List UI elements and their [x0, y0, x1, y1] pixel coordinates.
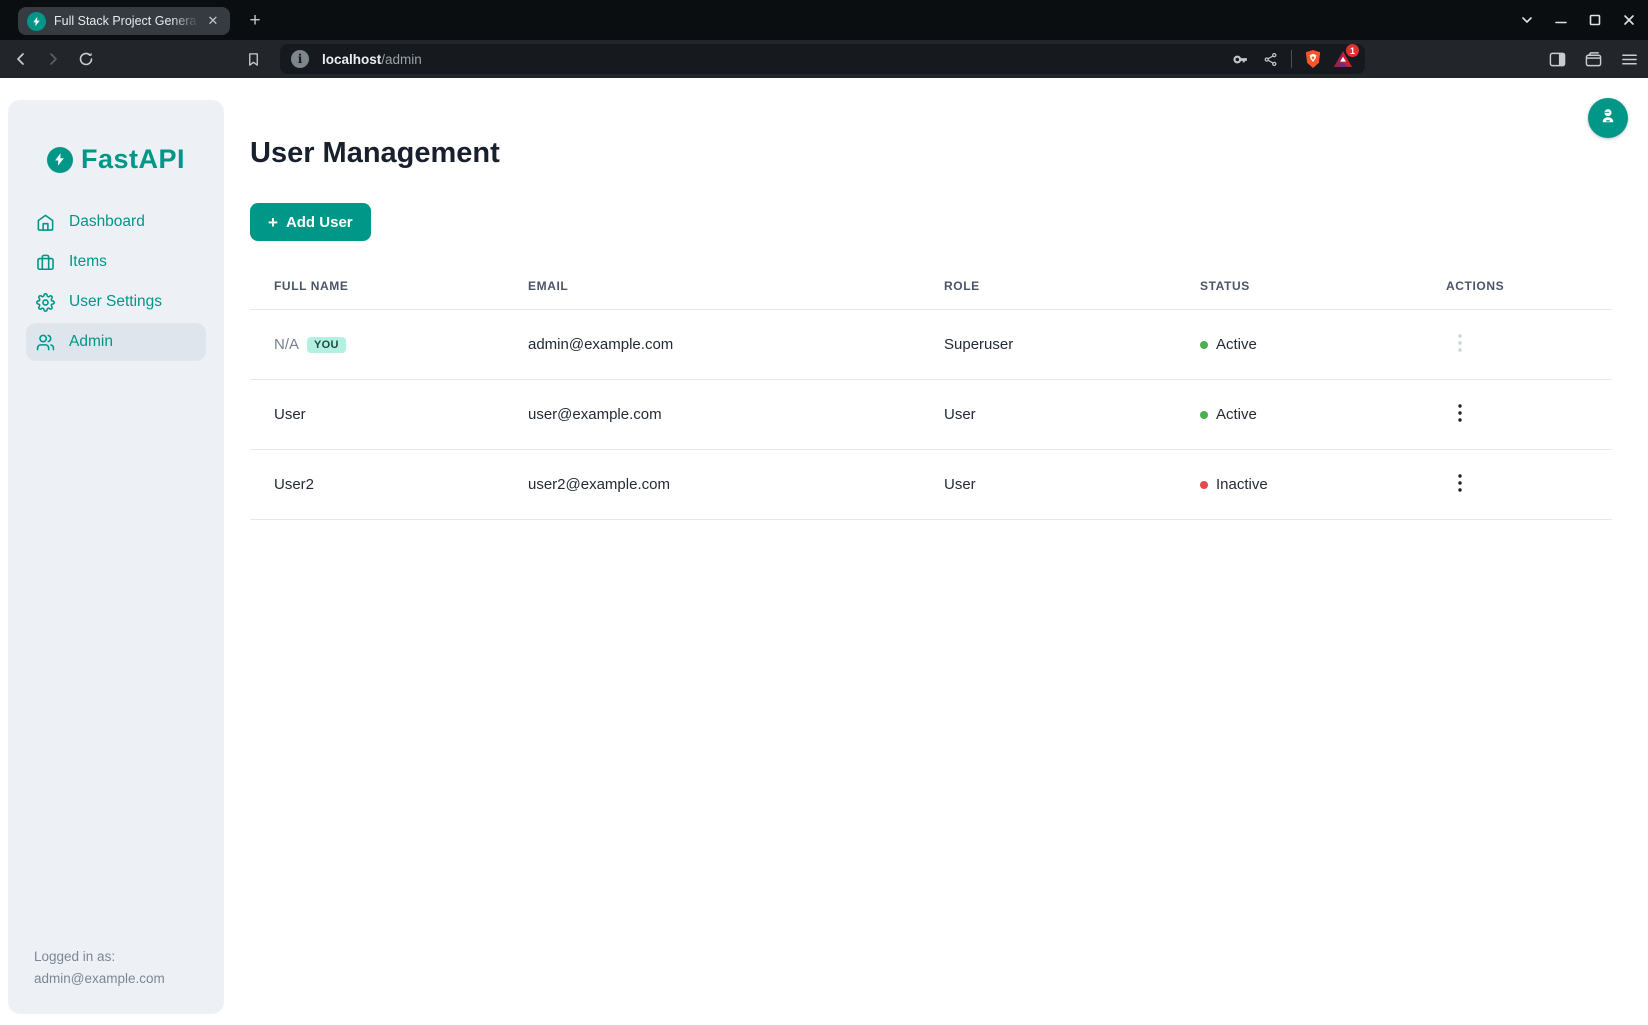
fastapi-logo-text: FastAPI	[80, 144, 186, 174]
logged-in-as-email: admin@example.com	[34, 971, 165, 986]
row-actions-menu-button	[1446, 331, 1474, 359]
window-maximize-button[interactable]	[1580, 5, 1610, 35]
reload-button[interactable]	[72, 45, 100, 73]
sidebar-item-user-settings[interactable]: User Settings	[26, 283, 206, 321]
cell-actions	[1422, 401, 1612, 429]
column-header: STATUS	[1200, 278, 1250, 293]
cell-email: admin@example.com	[528, 336, 674, 353]
add-user-button[interactable]: + Add User	[250, 203, 371, 241]
url-text: localhost/admin	[322, 52, 1228, 67]
browser-toolbar: i localhost/admin 1	[0, 40, 1648, 78]
url-host: localhost	[322, 51, 382, 67]
tab-title: Full Stack Project Genera	[54, 14, 197, 28]
plus-icon: +	[268, 212, 278, 232]
table-row: User2 user2@example.com User Inactive	[250, 450, 1612, 520]
cell-full-name: User	[274, 406, 306, 423]
cell-actions	[1422, 331, 1612, 359]
status-dot	[1200, 480, 1208, 489]
table-header-row: FULL NAME EMAIL ROLE STATUS ACTIONS	[250, 262, 1612, 310]
cell-role: Superuser	[944, 336, 1014, 353]
sidebar-toggle-icon[interactable]	[1544, 46, 1570, 72]
cell-full-name: N/A YOU	[250, 336, 504, 353]
sidebar-item-label: Items	[69, 253, 107, 270]
toolbar-separator	[1291, 50, 1292, 68]
cell-full-name: User2	[274, 476, 315, 493]
menu-hamburger-icon[interactable]	[1616, 46, 1642, 72]
column-header: ACTIONS	[1446, 278, 1505, 293]
sidebar-item-label: Dashboard	[69, 213, 145, 230]
gear-icon	[36, 292, 55, 312]
main-content: User Management + Add User FULL NAME EMAI…	[250, 78, 1612, 520]
cell-email: user@example.com	[528, 406, 662, 423]
site-info-icon[interactable]: i	[291, 50, 309, 68]
sidebar-item-label: User Settings	[69, 293, 163, 310]
fastapi-logo[interactable]: FastAPI	[8, 144, 224, 175]
bookmark-icon[interactable]	[240, 46, 266, 72]
share-icon[interactable]	[1258, 47, 1282, 71]
logged-in-as-label: Logged in as:	[34, 949, 116, 964]
home-icon	[36, 213, 55, 232]
password-key-icon[interactable]	[1228, 47, 1252, 71]
brave-shields-icon[interactable]	[1301, 47, 1325, 71]
fastapi-favicon-icon	[27, 11, 46, 31]
page-title: User Management	[250, 137, 500, 169]
row-actions-menu-button[interactable]	[1446, 471, 1474, 499]
you-badge: YOU	[307, 336, 346, 353]
kebab-icon	[1458, 334, 1462, 355]
column-header: FULL NAME	[274, 278, 349, 293]
row-actions-menu-button[interactable]	[1446, 401, 1474, 429]
browser-tab-strip: Full Stack Project Genera ✕ +	[0, 0, 1648, 40]
url-path: /admin	[381, 51, 422, 67]
cell-actions	[1422, 471, 1612, 499]
status-dot	[1200, 410, 1208, 419]
address-bar[interactable]: i localhost/admin 1	[280, 44, 1365, 74]
kebab-icon	[1458, 404, 1462, 425]
rewards-badge: 1	[1346, 44, 1359, 57]
brave-rewards-icon[interactable]: 1	[1331, 44, 1359, 71]
user-menu-button[interactable]	[1588, 98, 1628, 138]
users-icon	[36, 333, 55, 352]
new-tab-button[interactable]: +	[249, 10, 261, 31]
tab-close-icon[interactable]: ✕	[207, 13, 219, 28]
tab-search-chevron-icon[interactable]	[1512, 5, 1542, 35]
sidebar-nav: Dashboard Items User Settings Admin	[8, 203, 224, 361]
browser-tab[interactable]: Full Stack Project Genera ✕	[18, 7, 230, 35]
sidebar: FastAPI Dashboard Items User Settings Admin…	[8, 100, 224, 1014]
back-button[interactable]	[7, 45, 35, 73]
briefcase-icon	[36, 253, 55, 272]
sidebar-item-label: Admin	[69, 333, 113, 350]
user-avatar-icon	[1598, 106, 1618, 131]
table-row: User user@example.com User Active	[250, 380, 1612, 450]
wallet-icon[interactable]	[1580, 46, 1606, 72]
users-table: FULL NAME EMAIL ROLE STATUS ACTIONS N/A YOU ad…	[250, 262, 1612, 520]
sidebar-item-dashboard[interactable]: Dashboard	[26, 203, 206, 241]
cell-role: User	[944, 476, 976, 493]
kebab-icon	[1458, 474, 1462, 495]
status-dot	[1200, 340, 1208, 349]
cell-status: Inactive	[1176, 476, 1422, 493]
column-header: ROLE	[944, 278, 980, 293]
window-close-button[interactable]	[1614, 5, 1644, 35]
cell-email: user2@example.com	[528, 476, 670, 493]
cell-status: Active	[1176, 406, 1422, 423]
table-row: N/A YOU admin@example.com Superuser Active	[250, 310, 1612, 380]
sidebar-item-items[interactable]: Items	[26, 243, 206, 281]
cell-status: Active	[1176, 336, 1422, 353]
fastapi-logo-icon	[46, 146, 73, 173]
logged-in-as: Logged in as: admin@example.com	[34, 946, 165, 990]
cell-role: User	[944, 406, 976, 423]
add-user-label: Add User	[285, 213, 353, 231]
column-header: EMAIL	[528, 278, 569, 293]
page-content: FastAPI Dashboard Items User Settings Admin…	[0, 78, 1648, 1025]
sidebar-item-admin[interactable]: Admin	[26, 323, 206, 361]
window-minimize-button[interactable]	[1546, 5, 1576, 35]
forward-button[interactable]	[39, 45, 67, 73]
